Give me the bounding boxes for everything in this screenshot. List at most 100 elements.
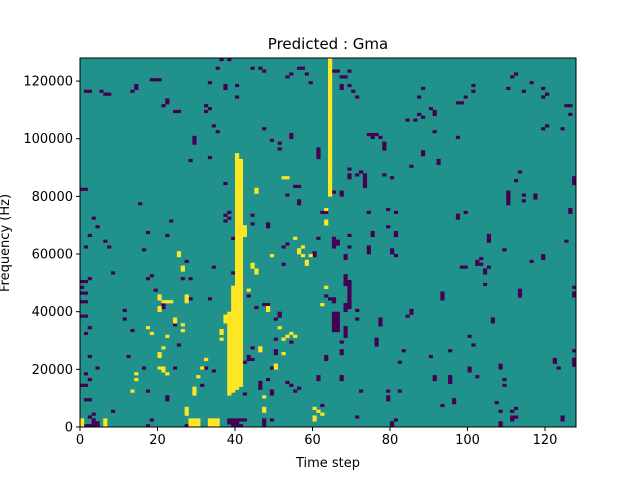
heatmap-cell-low xyxy=(467,369,472,373)
heatmap-cell-low xyxy=(339,349,344,353)
heatmap-cell-high xyxy=(231,320,236,324)
heatmap-cell-high xyxy=(238,366,244,370)
heatmap-cell-low xyxy=(545,124,550,128)
heatmap-cell-low xyxy=(161,104,166,108)
x-axis: 0 20 40 60 80 100 120 xyxy=(76,427,557,448)
heatmap-cell-low xyxy=(289,132,294,137)
heatmap-cell-low xyxy=(362,179,368,183)
heatmap-cell-high xyxy=(235,377,240,382)
heatmap-cell-low xyxy=(471,83,476,88)
heatmap-cell-high xyxy=(227,360,232,364)
heatmap-cell-high xyxy=(196,375,201,379)
heatmap-cell-low xyxy=(103,239,108,243)
heatmap-cell-low xyxy=(258,380,263,385)
heatmap-cell-low xyxy=(432,130,437,134)
heatmap-cell-high xyxy=(262,409,267,413)
heatmap-cell-low xyxy=(390,176,395,180)
heatmap-cell-high xyxy=(235,161,240,165)
heatmap-cell-low xyxy=(83,291,89,295)
heatmap-cell-high xyxy=(235,205,240,209)
heatmap-cell-high xyxy=(235,216,240,220)
heatmap-cell-low xyxy=(149,418,154,422)
heatmap-cell-low xyxy=(366,210,371,214)
heatmap-cell-low xyxy=(87,354,92,359)
heatmap-cell-high xyxy=(231,308,236,312)
heatmap-cell-low xyxy=(250,213,255,217)
heatmap-cell-low xyxy=(173,323,178,327)
heatmap-cell-low xyxy=(250,222,255,226)
heatmap-cell-high xyxy=(262,395,267,399)
heatmap-cell-low xyxy=(494,401,499,405)
heatmap-cell-high xyxy=(231,363,236,367)
heatmap-cell-high xyxy=(231,334,236,338)
heatmap-cell-high xyxy=(238,363,244,367)
heatmap-cell-high xyxy=(238,268,244,272)
heatmap-cell-low xyxy=(517,170,523,174)
heatmap-cell-low xyxy=(83,300,89,304)
heatmap-cell-high xyxy=(196,424,201,428)
heatmap-cell-high xyxy=(238,207,244,212)
heatmap-cell-high xyxy=(235,256,240,261)
heatmap-cell-low xyxy=(204,366,209,370)
heatmap-cell-high xyxy=(235,303,240,307)
heatmap-cell-high xyxy=(227,352,232,356)
heatmap-cell-low xyxy=(545,92,550,96)
heatmap-cell-low xyxy=(366,132,371,137)
heatmap-cell-high xyxy=(207,418,213,422)
heatmap-cell-high xyxy=(238,357,244,361)
heatmap-cell-low xyxy=(324,354,329,359)
heatmap-cell-high xyxy=(235,360,240,364)
heatmap-cell-low xyxy=(421,153,426,157)
heatmap-cell-low xyxy=(490,320,495,324)
x-axis-label: Time step xyxy=(295,456,360,471)
heatmap-cell-high xyxy=(328,69,333,73)
heatmap-cell-low xyxy=(266,222,271,226)
heatmap-cell-high xyxy=(238,282,244,287)
heatmap-cell-low xyxy=(91,424,96,428)
heatmap-cell-low xyxy=(223,86,228,91)
heatmap-cell-high xyxy=(235,259,240,263)
heatmap-cell-low xyxy=(87,424,92,428)
heatmap-cell-high xyxy=(80,418,85,422)
heatmap-cell-high xyxy=(235,262,240,266)
heatmap-cell-high xyxy=(157,366,162,370)
heatmap-cell-high xyxy=(238,326,244,330)
heatmap-cell-high xyxy=(235,158,240,163)
heatmap-cell-high xyxy=(328,107,333,111)
heatmap-cell-low xyxy=(405,314,410,318)
heatmap-cell-low xyxy=(355,308,360,312)
heatmap-cell-low xyxy=(514,415,519,419)
heatmap-cell-high xyxy=(161,346,166,350)
heatmap-cell-low xyxy=(335,242,340,246)
heatmap-cell-low xyxy=(533,193,538,197)
heatmap-cell-high xyxy=(227,377,232,382)
heatmap-cell-high xyxy=(238,377,244,382)
heatmap-cell-low xyxy=(343,305,348,310)
heatmap-cell-high xyxy=(324,219,329,223)
heatmap-cell-high xyxy=(235,271,240,275)
heatmap-cell-low xyxy=(297,202,302,206)
heatmap-cell-low xyxy=(514,406,519,411)
heatmap-cell-low xyxy=(506,190,511,194)
heatmap-cell-high xyxy=(196,421,201,425)
heatmap-cell-high xyxy=(235,277,240,281)
heatmap-cell-high xyxy=(231,389,236,393)
heatmap-cell-low xyxy=(242,418,247,422)
heatmap-cell-low xyxy=(552,360,557,364)
y-tick-label: 0 xyxy=(65,421,73,436)
heatmap-cell-high xyxy=(238,369,244,373)
heatmap-cell-high xyxy=(328,150,333,154)
heatmap-cell-low xyxy=(355,95,360,99)
heatmap-cell-low xyxy=(223,181,228,186)
heatmap-cell-high xyxy=(219,328,224,333)
heatmap-cell-low xyxy=(246,354,251,359)
heatmap-cell-high xyxy=(231,311,236,315)
heatmap-cell-low xyxy=(122,317,127,321)
heatmap-cell-low xyxy=(378,135,383,140)
heatmap-cell-high xyxy=(328,83,333,88)
heatmap-cell-low xyxy=(335,314,340,318)
heatmap-cell-low xyxy=(335,320,340,324)
heatmap-cell-low xyxy=(517,294,523,298)
heatmap-cell-high xyxy=(235,173,240,177)
heatmap-cell-low xyxy=(382,173,387,177)
